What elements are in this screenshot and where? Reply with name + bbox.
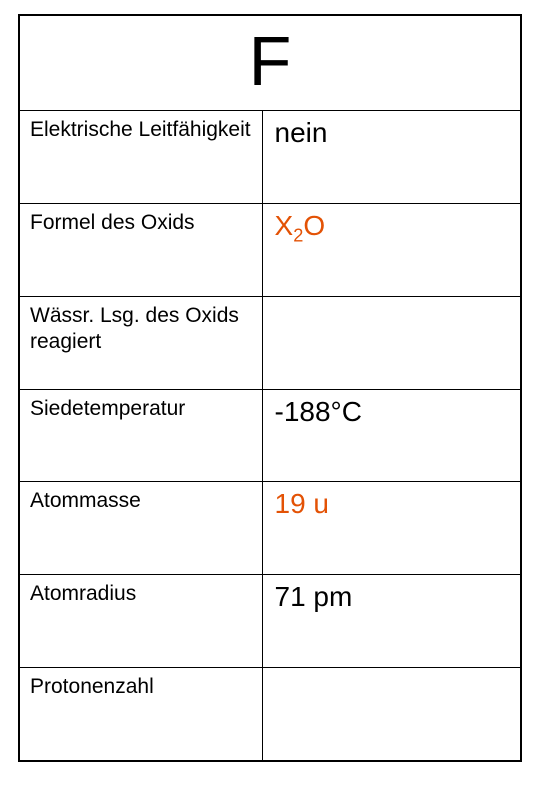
- property-label: Wässr. Lsg. des Oxids reagiert: [20, 297, 263, 389]
- property-value: [263, 297, 521, 389]
- table-row: Atommasse 19 u: [20, 481, 520, 574]
- property-value: 71 pm: [263, 575, 521, 667]
- element-card: F Elektrische Leitfähigkeit nein Formel …: [18, 14, 522, 762]
- property-label: Protonenzahl: [20, 668, 263, 760]
- property-label: Elektrische Leitfähigkeit: [20, 111, 263, 203]
- table-row: Wässr. Lsg. des Oxids reagiert: [20, 296, 520, 389]
- property-label: Siedetemperatur: [20, 390, 263, 482]
- table-row: Formel des Oxids X2O: [20, 203, 520, 296]
- property-label: Formel des Oxids: [20, 204, 263, 296]
- property-value: [263, 668, 521, 760]
- property-value: 19 u: [263, 482, 521, 574]
- property-value: nein: [263, 111, 521, 203]
- table-row: Elektrische Leitfähigkeit nein: [20, 110, 520, 203]
- property-value: -188°C: [263, 390, 521, 482]
- property-label: Atomradius: [20, 575, 263, 667]
- property-value: X2O: [263, 204, 521, 296]
- element-symbol: F: [20, 16, 520, 110]
- table-row: Protonenzahl: [20, 667, 520, 760]
- table-row: Atomradius 71 pm: [20, 574, 520, 667]
- table-row: Siedetemperatur -188°C: [20, 389, 520, 482]
- property-label: Atommasse: [20, 482, 263, 574]
